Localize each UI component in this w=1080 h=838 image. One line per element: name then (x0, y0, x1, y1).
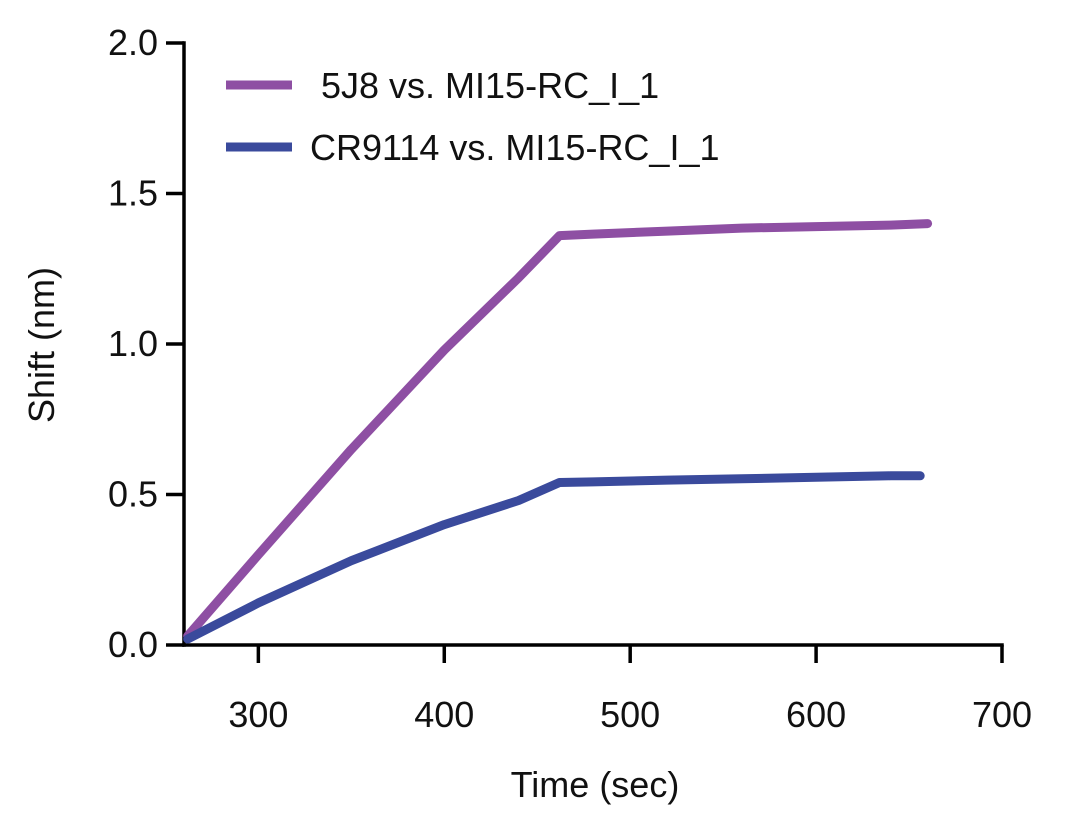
y-axis-title: Shift (nm) (21, 267, 62, 423)
x-tick-label: 500 (600, 694, 660, 735)
y-tick-label: 0.0 (108, 624, 158, 665)
x-axis-ticks: 300 400 500 600 700 (228, 645, 1032, 735)
series-lines (183, 219, 933, 644)
y-tick-label: 1.5 (108, 173, 158, 214)
y-axis-ticks: 0.0 0.5 1.0 1.5 2.0 (108, 22, 184, 665)
y-tick-label: 1.0 (108, 323, 158, 364)
y-tick-label: 2.0 (108, 22, 158, 63)
series-line-2 (183, 471, 925, 644)
x-tick-label: 400 (414, 694, 474, 735)
legend: 5J8 vs. MI15-RC_I_1 CR9114 vs. MI15-RC_I_… (226, 65, 720, 168)
x-tick-label: 600 (786, 694, 846, 735)
x-axis-title: Time (sec) (511, 764, 680, 805)
x-tick-label: 700 (972, 694, 1032, 735)
legend-label: CR9114 vs. MI15-RC_I_1 (310, 127, 720, 168)
y-tick-label: 0.5 (108, 474, 158, 515)
series-line-1 (183, 219, 933, 641)
x-tick-label: 300 (228, 694, 288, 735)
legend-label: 5J8 vs. MI15-RC_I_1 (321, 65, 659, 106)
